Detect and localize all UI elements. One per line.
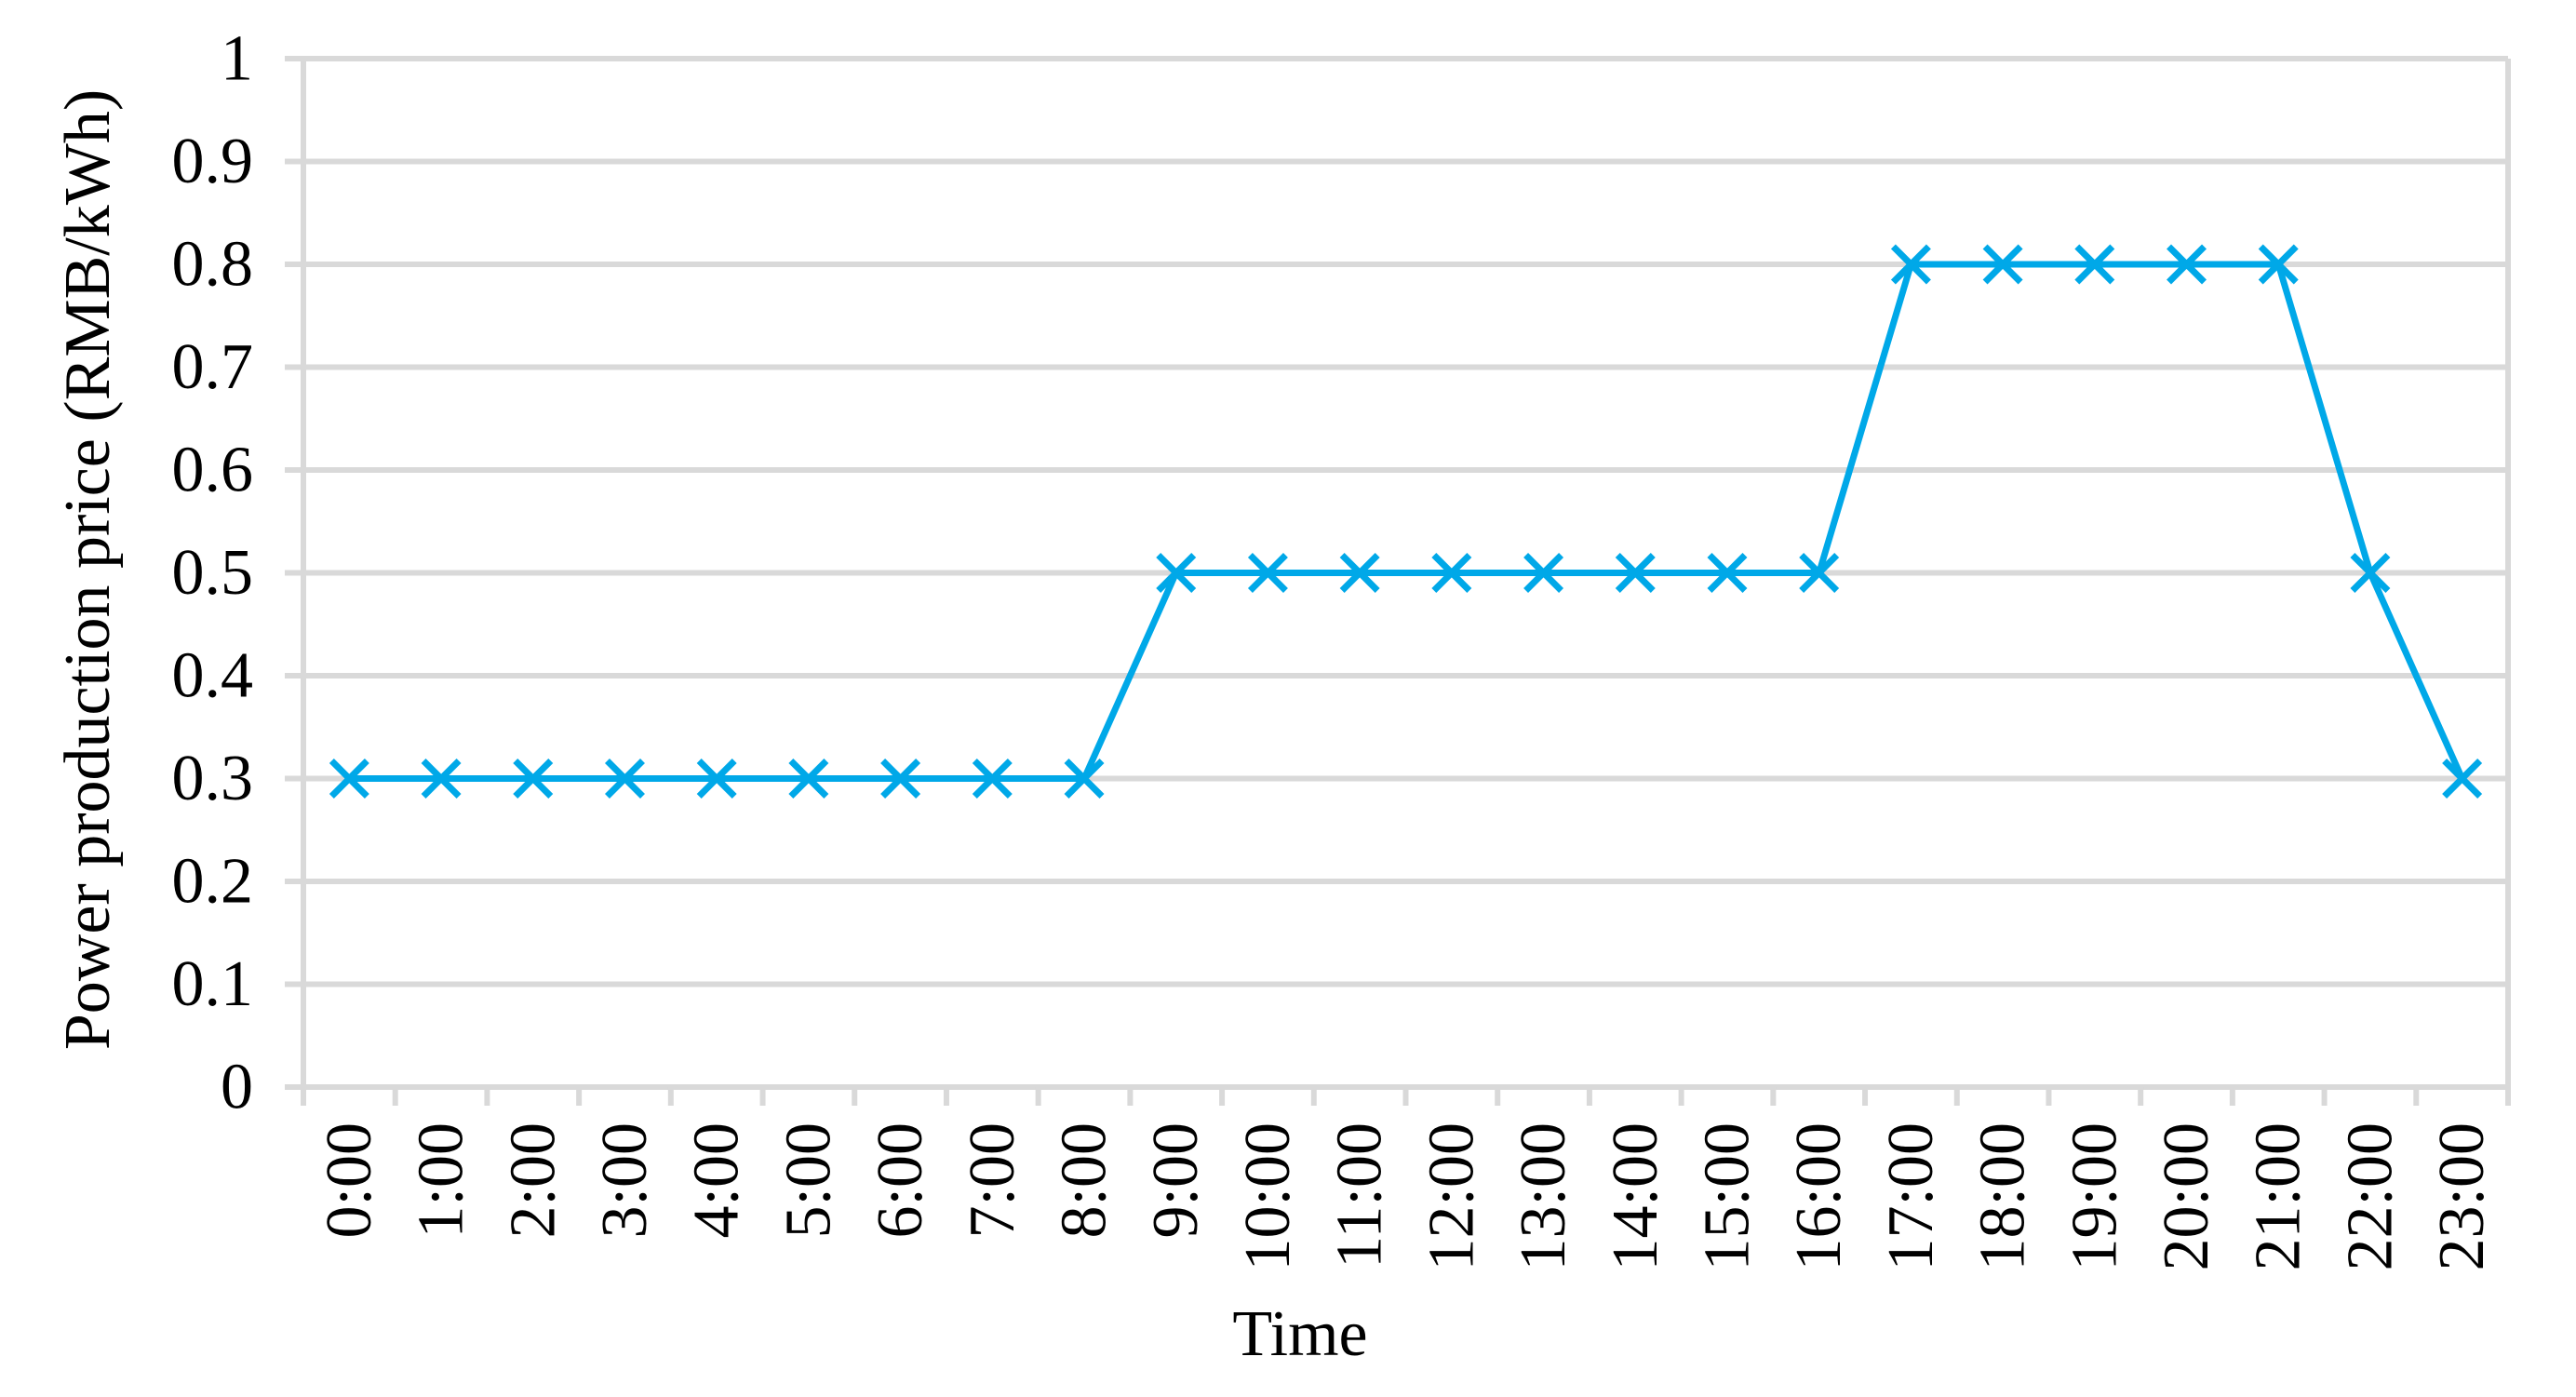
data-point-marker	[421, 759, 462, 799]
x-tick-label: 14:00	[1600, 1122, 1671, 1270]
y-tick-label: 0	[221, 1052, 253, 1123]
x-tick-label: 18:00	[1967, 1122, 2039, 1270]
data-point-marker	[2258, 244, 2299, 285]
y-tick-label: 0.7	[172, 331, 254, 403]
x-tick-label: 3:00	[589, 1122, 661, 1238]
x-tick-label: 4:00	[681, 1122, 753, 1238]
data-point-marker	[2167, 244, 2207, 285]
y-tick-label: 0.2	[172, 846, 254, 918]
x-tick-label: 9:00	[1140, 1122, 1212, 1238]
data-point-marker	[513, 759, 554, 799]
x-tick-label: 13:00	[1508, 1122, 1579, 1270]
x-tick-label: 16:00	[1783, 1122, 1855, 1270]
y-tick-label: 0.5	[172, 537, 254, 609]
data-point-marker	[1615, 553, 1656, 593]
x-tick-label: 21:00	[2243, 1122, 2314, 1270]
x-tick-label: 12:00	[1415, 1122, 1487, 1270]
data-point-marker	[788, 759, 829, 799]
data-point-marker	[1431, 553, 1472, 593]
x-tick-label: 19:00	[2059, 1122, 2130, 1270]
x-tick-label: 17:00	[1875, 1122, 1947, 1270]
y-tick-label: 0.8	[172, 229, 254, 301]
data-point-marker	[605, 759, 645, 799]
data-point-marker	[2350, 553, 2391, 593]
x-tick-label: 2:00	[497, 1122, 569, 1238]
y-tick-label: 0.6	[172, 435, 254, 506]
x-tick-label: 10:00	[1232, 1122, 1304, 1270]
data-point-marker	[972, 759, 1013, 799]
y-axis-title: Power production price (RMB/kWh)	[52, 88, 124, 1051]
x-tick-label: 22:00	[2334, 1122, 2406, 1270]
y-tick-label: 0.4	[172, 640, 254, 712]
x-tick-label: 7:00	[957, 1122, 1028, 1238]
data-point-marker	[880, 759, 921, 799]
x-tick-label: 23:00	[2426, 1122, 2498, 1270]
x-tick-label: 11:00	[1324, 1122, 1396, 1269]
data-point-marker	[2442, 759, 2483, 799]
x-tick-label: 0:00	[314, 1122, 385, 1238]
data-point-marker	[1523, 553, 1564, 593]
data-point-marker	[329, 759, 369, 799]
data-point-marker	[1156, 553, 1197, 593]
series-line	[349, 261, 2465, 782]
data-point-marker	[1707, 553, 1748, 593]
x-tick-label: 5:00	[772, 1122, 844, 1238]
data-point-marker	[1064, 759, 1105, 799]
y-tick-label: 0.3	[172, 743, 254, 814]
data-point-marker	[1339, 553, 1380, 593]
x-tick-label: 6:00	[865, 1122, 936, 1238]
data-point-marker	[1890, 244, 1931, 285]
x-tick-label: 8:00	[1049, 1122, 1120, 1238]
y-tick-label: 0.9	[172, 126, 254, 197]
x-tick-label: 20:00	[2151, 1122, 2222, 1270]
data-point-marker	[1982, 244, 2023, 285]
data-point-marker	[696, 759, 737, 799]
x-tick-label: 1:00	[406, 1122, 477, 1238]
data-point-marker	[2074, 244, 2115, 285]
y-tick-label: 0.1	[172, 948, 254, 1020]
data-point-marker	[1799, 553, 1840, 593]
x-tick-label: 15:00	[1691, 1122, 1763, 1270]
y-tick-label: 1	[221, 23, 253, 95]
data-point-marker	[1247, 553, 1288, 593]
x-axis-title: Time	[1232, 1298, 1368, 1370]
